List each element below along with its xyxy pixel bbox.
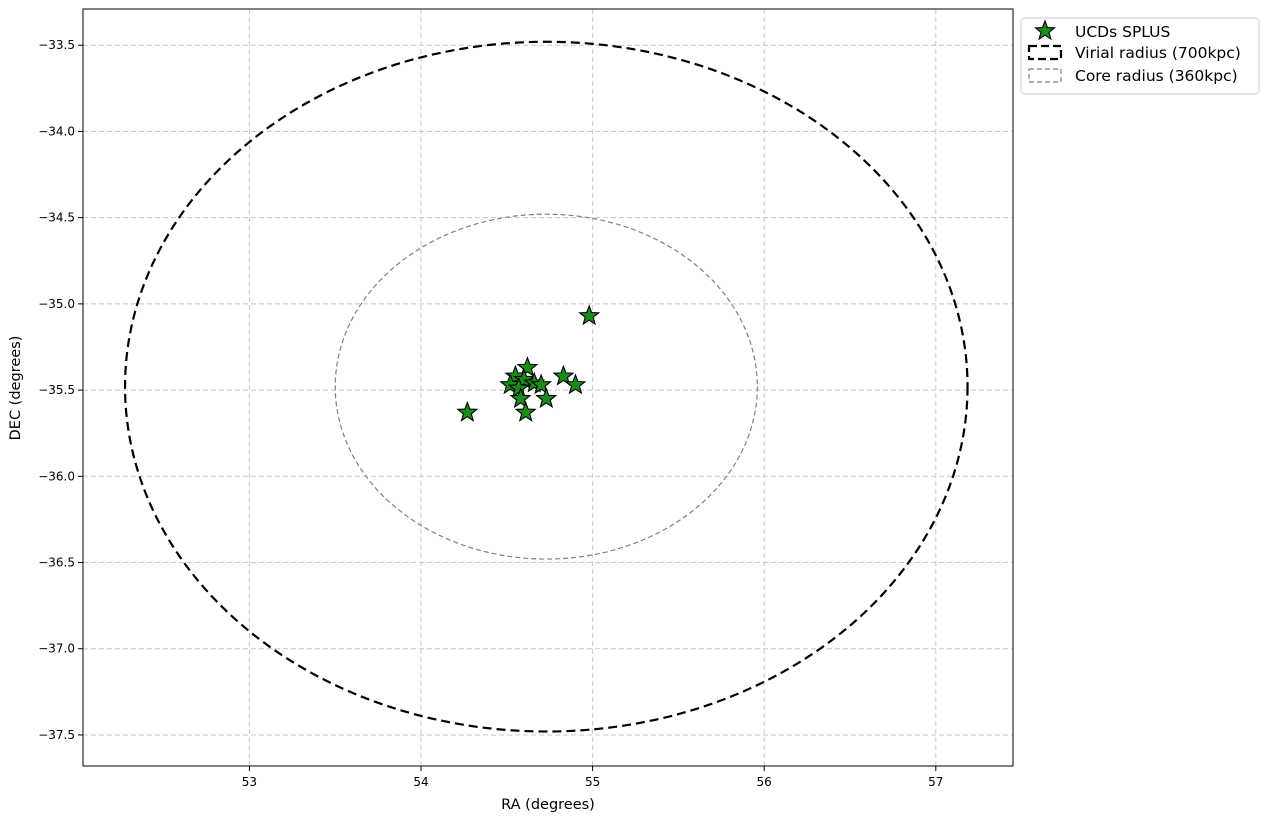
ucd-star-point <box>509 387 532 409</box>
legend-virial-swatch <box>1027 44 1063 61</box>
ucd-star-point <box>564 373 587 395</box>
legend-core-swatch <box>1028 68 1062 83</box>
legend-label-virial: Virial radius (700kpc) <box>1075 44 1241 62</box>
radius-circles <box>123 40 969 733</box>
x-ticks: 53 54 55 56 57 <box>242 766 943 789</box>
grid <box>83 9 1013 766</box>
x-tick-label: 56 <box>757 775 772 789</box>
ucd-star-point <box>512 368 535 390</box>
ucd-star-point <box>530 373 553 395</box>
y-tick-label: −34.5 <box>38 211 75 225</box>
legend-label-core: Core radius (360kpc) <box>1075 67 1238 85</box>
legend-frame <box>1020 17 1260 95</box>
y-ticks: −33.5 −34.0 −34.5 −35.0 −35.5 −36.0 −36.5 −37.0… <box>38 38 83 742</box>
ucd-star-point <box>516 356 539 378</box>
x-tick-label: 57 <box>928 775 943 789</box>
x-tick-label: 54 <box>413 775 428 789</box>
legend-label-ucds: UCDs SPLUS <box>1075 23 1170 41</box>
virial-radius-circle <box>123 40 969 733</box>
y-tick-label: −35.5 <box>38 383 75 397</box>
legend-star-shape <box>1033 19 1057 41</box>
ucd-star-point <box>578 304 601 326</box>
y-tick-label: −36.5 <box>38 556 75 570</box>
ucd-star-point <box>535 387 558 409</box>
y-tick-label: −33.5 <box>38 38 75 52</box>
core-radius-circle <box>334 213 758 560</box>
y-tick-label: −35.0 <box>38 297 75 311</box>
ucd-star-point <box>552 364 575 386</box>
ucd-star-point <box>514 400 537 422</box>
plot-frame <box>82 8 1014 767</box>
y-tick-label: −34.0 <box>38 124 75 138</box>
ucd-points <box>456 304 601 422</box>
x-tick-label: 55 <box>585 775 600 789</box>
y-tick-label: −36.0 <box>38 469 75 483</box>
legend-star-marker <box>1033 19 1057 41</box>
x-tick-label: 53 <box>242 775 257 789</box>
y-tick-label: −37.0 <box>38 642 75 656</box>
y-axis-title: DEC (degrees) <box>8 336 24 441</box>
ucd-star-point <box>456 400 479 422</box>
y-tick-label: −37.5 <box>38 728 75 742</box>
legend: UCDs SPLUS Virial radius (700kpc) Core r… <box>1020 17 1260 95</box>
x-axis-title: RA (degrees) <box>501 797 595 813</box>
